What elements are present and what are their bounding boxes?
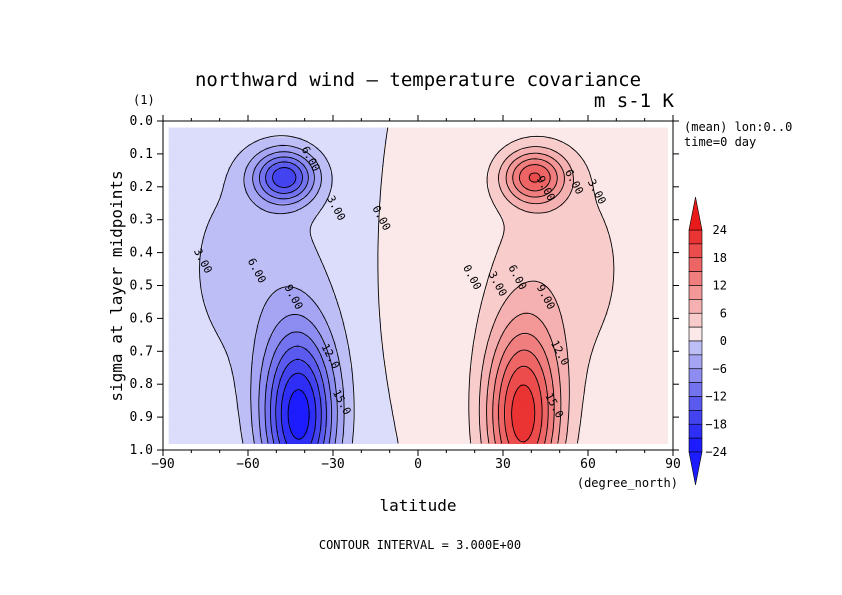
y-unit-note: (1): [133, 93, 155, 107]
chart-title: northward wind — temperature covariance: [195, 69, 641, 91]
contour-field: [163, 121, 673, 450]
annotation-line-2: time=0 day: [684, 135, 756, 149]
chart-units: m s-1 K: [594, 90, 675, 112]
annotation-line-1: (mean) lon:0..0: [684, 120, 792, 134]
